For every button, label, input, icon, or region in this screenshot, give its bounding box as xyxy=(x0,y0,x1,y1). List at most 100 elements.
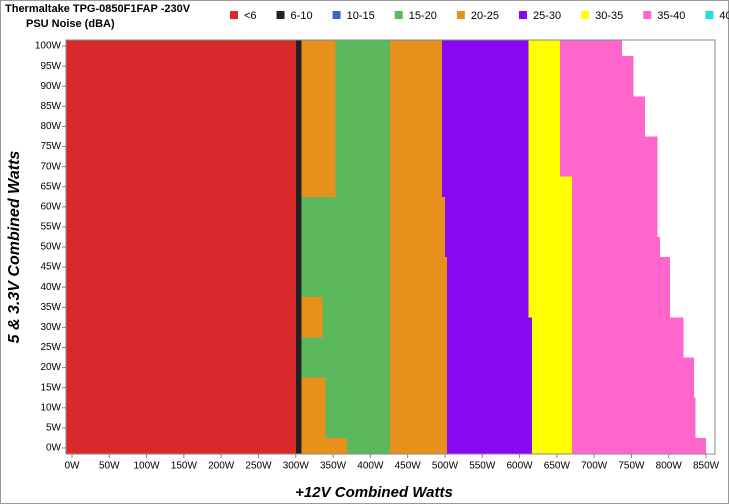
heat-cell xyxy=(447,277,529,298)
y-tick-label: 85W xyxy=(40,101,61,112)
heat-cell xyxy=(571,437,707,454)
heat-cell xyxy=(571,236,660,258)
x-tick-label: 600W xyxy=(506,461,533,472)
legend-swatch xyxy=(519,11,527,19)
legend-swatch xyxy=(581,11,590,19)
heat-cell xyxy=(301,56,336,77)
x-tick-label: 100W xyxy=(134,461,161,472)
heat-cell xyxy=(528,56,560,77)
heat-cell xyxy=(295,56,302,77)
heat-cell xyxy=(295,437,302,454)
heat-cell xyxy=(66,337,296,358)
y-tick-label: 70W xyxy=(40,161,61,172)
heat-cell xyxy=(389,40,442,57)
heat-cell xyxy=(66,40,296,57)
heat-cell xyxy=(444,196,529,217)
heat-cell xyxy=(389,136,442,157)
heat-cell xyxy=(447,257,529,278)
heat-cell xyxy=(571,377,695,398)
heat-cell xyxy=(441,156,529,177)
heat-cell xyxy=(389,397,448,418)
heat-cell xyxy=(295,317,302,338)
heat-cell xyxy=(295,337,302,358)
heat-cell xyxy=(389,116,442,137)
heat-cell xyxy=(335,116,390,137)
y-tick-label: 5W xyxy=(46,423,62,434)
legend-swatch xyxy=(332,11,341,19)
x-tick-label: 750W xyxy=(618,461,645,472)
y-axis-title: 5 & 3.3V Combined Watts xyxy=(6,151,23,344)
legend-label: <6 xyxy=(244,10,257,22)
heat-cell xyxy=(571,196,658,217)
legend-swatch xyxy=(394,11,403,19)
heat-cell xyxy=(325,417,390,438)
legend-label: 40-45 xyxy=(719,10,729,22)
heat-cell xyxy=(295,76,302,97)
heat-cell xyxy=(444,216,529,237)
heat-cell xyxy=(559,96,645,117)
y-tick-label: 75W xyxy=(40,141,61,152)
heat-cell xyxy=(559,116,645,137)
heat-cell xyxy=(295,257,302,278)
heat-cell xyxy=(295,176,302,197)
heat-cell xyxy=(301,437,348,454)
legend-swatch xyxy=(230,11,238,19)
legend-label: 20-25 xyxy=(471,10,499,22)
x-tick-label: 350W xyxy=(320,461,347,472)
y-tick-label: 10W xyxy=(40,402,61,413)
heat-cell xyxy=(571,317,684,338)
heat-cell xyxy=(322,297,390,318)
heat-cell xyxy=(447,317,533,338)
heat-cell xyxy=(295,216,302,237)
heat-cell xyxy=(528,257,572,278)
heat-cell xyxy=(295,236,302,258)
heat-cell xyxy=(559,76,634,97)
heat-cell xyxy=(335,40,390,57)
heat-cell xyxy=(559,156,658,177)
x-tick-label: 400W xyxy=(357,461,384,472)
y-tick-label: 40W xyxy=(40,282,61,293)
heat-cell xyxy=(301,236,390,258)
heat-cell xyxy=(66,417,296,438)
legend-label: 25-30 xyxy=(533,10,561,22)
heat-cell xyxy=(441,176,529,197)
heat-cell xyxy=(559,40,622,57)
heat-cell xyxy=(532,357,572,378)
heat-cell xyxy=(301,397,326,418)
heat-cell xyxy=(301,257,390,278)
heat-cell xyxy=(301,377,326,398)
heat-cell xyxy=(447,397,533,418)
heat-cell xyxy=(322,317,390,338)
heat-cell xyxy=(66,156,296,177)
heat-cell xyxy=(66,437,296,454)
heat-cell xyxy=(528,277,572,298)
heat-cell xyxy=(301,277,390,298)
heat-cell xyxy=(389,216,445,237)
heat-cell xyxy=(447,417,533,438)
x-tick-label: 700W xyxy=(581,461,608,472)
heat-cell xyxy=(447,337,533,358)
heat-cell xyxy=(301,40,336,57)
heat-cell xyxy=(295,417,302,438)
heat-cell xyxy=(447,437,533,454)
chart-title: Thermaltake TPG-0850F1FAP -230V xyxy=(5,3,191,15)
heat-cell xyxy=(389,96,442,117)
y-tick-label: 25W xyxy=(40,342,61,353)
legend-swatch xyxy=(276,11,285,19)
heat-cell xyxy=(441,56,529,77)
heat-cell xyxy=(559,136,658,157)
heat-cell xyxy=(571,397,696,418)
y-tick-label: 20W xyxy=(40,362,61,373)
heat-cell xyxy=(335,56,390,77)
y-tick-label: 95W xyxy=(40,61,61,72)
heat-cell xyxy=(66,377,296,398)
heat-cell xyxy=(301,136,336,157)
heat-cell xyxy=(447,377,533,398)
heat-cell xyxy=(571,216,658,237)
heat-cell xyxy=(301,116,336,137)
x-tick-label: 0W xyxy=(64,461,80,472)
y-tick-label: 50W xyxy=(40,242,61,253)
heat-cell xyxy=(66,136,296,157)
heat-cell xyxy=(447,357,533,378)
heat-cell xyxy=(325,397,390,418)
